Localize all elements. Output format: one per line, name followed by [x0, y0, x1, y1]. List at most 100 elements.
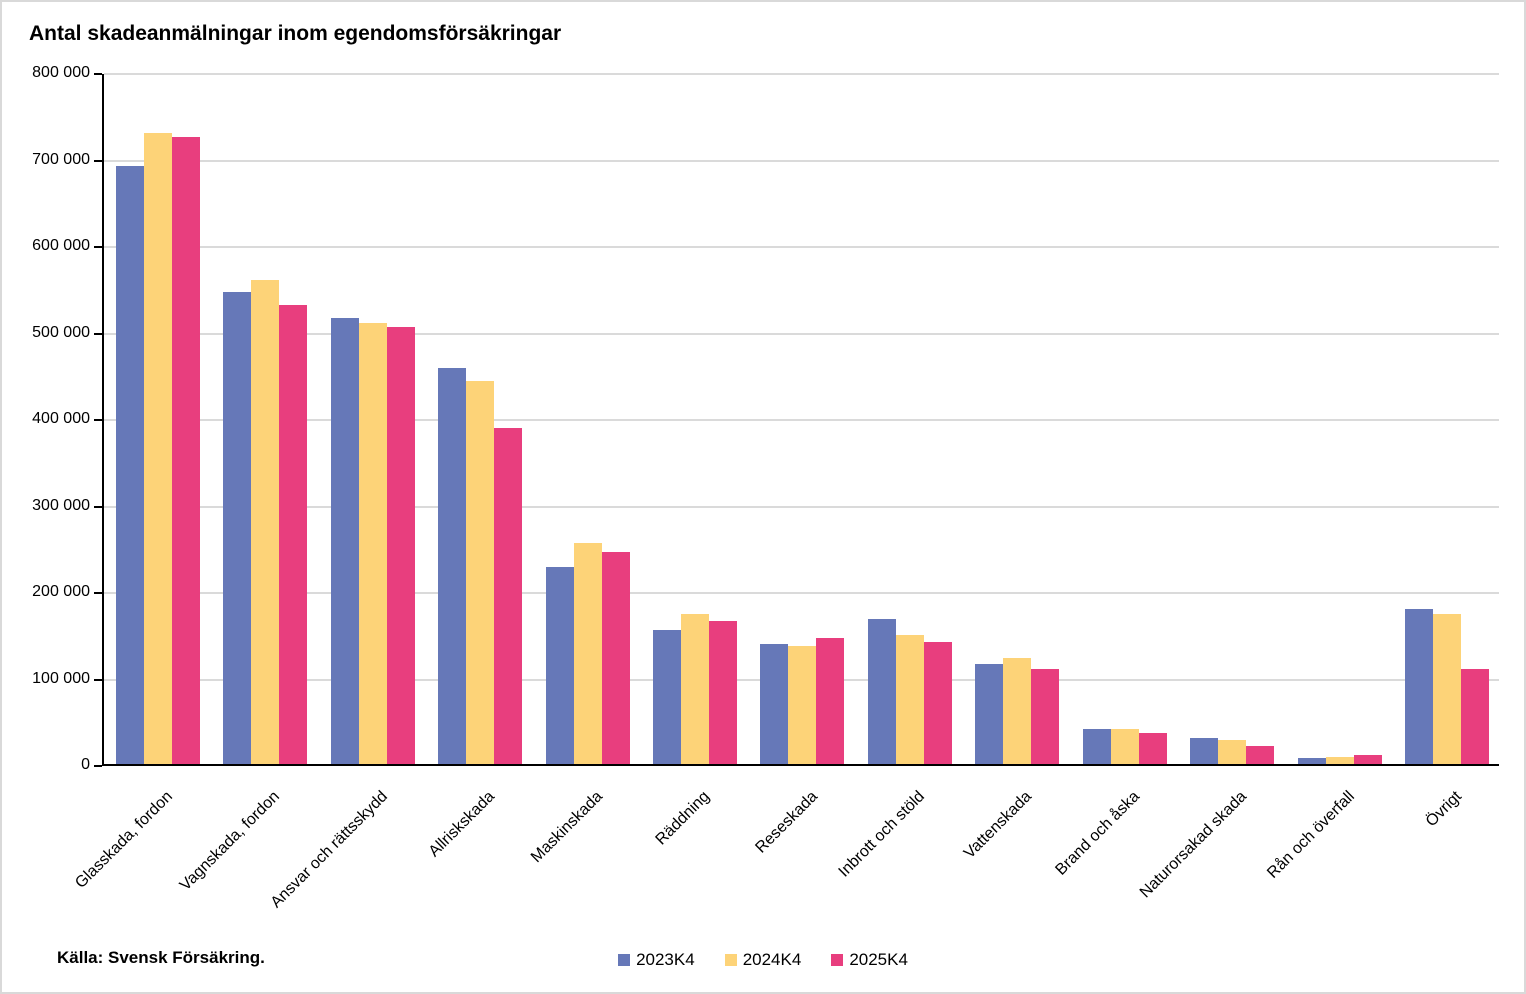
bar-2023K4	[653, 630, 682, 764]
bar-group	[641, 614, 748, 764]
x-axis-label: Övrigt	[1423, 788, 1466, 831]
y-axis-label: 100 000	[32, 669, 90, 687]
bar-2025K4	[1461, 669, 1490, 764]
y-axis-tick	[94, 505, 102, 508]
gridline	[104, 246, 1499, 248]
bar-group	[319, 318, 426, 764]
bar-group	[1286, 755, 1393, 764]
bar-group	[426, 368, 533, 764]
gridline	[104, 73, 1499, 75]
bar-group	[211, 280, 318, 764]
y-axis-tick	[94, 246, 102, 248]
bar-2023K4	[1082, 729, 1111, 764]
legend-item-2024K4: 2024K4	[724, 950, 802, 970]
plot-area	[102, 73, 1501, 766]
bar-2023K4	[1405, 609, 1434, 764]
bar-2025K4	[494, 428, 523, 764]
bar-2024K4	[895, 635, 924, 764]
bar-2024K4	[1433, 614, 1462, 764]
bar-2023K4	[223, 292, 252, 764]
bar-2025K4	[1353, 755, 1382, 764]
bar-group	[964, 658, 1071, 764]
bar-2025K4	[923, 642, 952, 764]
x-axis-label: Ansvar och rättsskydd	[267, 788, 391, 912]
legend-item-2023K4: 2023K4	[618, 950, 695, 970]
chart-title: Antal skadeanmälningar inom egendomsförs…	[29, 22, 562, 45]
bar-2024K4	[1325, 757, 1354, 764]
x-axis-label: Naturorsakad skada	[1137, 788, 1251, 902]
y-axis-tick	[94, 419, 102, 421]
y-axis-tick	[94, 765, 102, 767]
gridline	[104, 419, 1499, 421]
gridline	[104, 332, 1499, 335]
legend: 2023K4 2024K4 2025K4	[2, 950, 1524, 970]
bar-2025K4	[279, 305, 308, 764]
bar-2024K4	[1003, 658, 1032, 764]
bar-2023K4	[867, 619, 896, 764]
bar-group	[104, 133, 211, 764]
x-axis-label: Reseskada	[751, 788, 821, 857]
legend-item-2025K4: 2025K4	[831, 950, 908, 970]
y-axis-label: 200 000	[32, 583, 90, 600]
source-note: Källa: Svensk Försäkring.	[57, 948, 265, 967]
bar-2024K4	[573, 543, 602, 764]
y-axis-tick	[94, 332, 102, 335]
x-axis-label: Rån och överfall	[1264, 788, 1358, 882]
bar-2023K4	[115, 166, 144, 764]
bar-2024K4	[1110, 729, 1139, 764]
bar-2023K4	[545, 567, 574, 764]
x-axis-label: Glasskada, fordon	[71, 788, 176, 892]
bar-2023K4	[1190, 738, 1219, 764]
bar-2024K4	[788, 646, 817, 764]
bar-group	[534, 543, 641, 764]
bar-2025K4	[709, 621, 738, 764]
bar-2024K4	[466, 381, 495, 764]
bar-2024K4	[143, 133, 172, 764]
y-axis-tick	[94, 592, 102, 594]
bar-group	[856, 619, 963, 764]
bar-2023K4	[330, 318, 359, 764]
bar-2025K4	[1138, 733, 1167, 764]
legend-swatch-2024K4	[724, 954, 737, 966]
legend-swatch-2025K4	[831, 954, 844, 966]
gridline	[104, 505, 1499, 508]
y-axis-label: 0	[81, 756, 90, 773]
bar-group	[1394, 609, 1501, 764]
bar-2023K4	[975, 664, 1004, 764]
y-axis-tick	[94, 73, 102, 75]
gridline	[104, 592, 1499, 594]
x-axis-label: Vagnskada, fordon	[177, 788, 284, 895]
y-axis-label: 800 000	[32, 64, 90, 81]
bar-group	[1071, 729, 1178, 764]
bar-2024K4	[1218, 740, 1247, 764]
bar-2025K4	[816, 638, 845, 764]
y-axis-label: 300 000	[32, 496, 90, 514]
bar-2024K4	[681, 614, 710, 764]
y-axis-tick	[94, 678, 102, 681]
x-axis-label: Brand och åska	[1052, 788, 1143, 879]
bar-2025K4	[171, 137, 200, 764]
y-axis-label: 600 000	[32, 237, 90, 254]
x-axis-label: Allriskskada	[425, 788, 499, 861]
legend-label: 2024K4	[742, 950, 802, 969]
bar-2025K4	[1246, 746, 1275, 764]
legend-label: 2025K4	[849, 950, 908, 969]
y-axis-label: 700 000	[32, 150, 90, 168]
bar-group	[749, 638, 856, 764]
bar-2023K4	[1297, 758, 1326, 764]
y-axis-label: 400 000	[32, 410, 90, 427]
bar-2024K4	[358, 323, 387, 764]
y-axis-label: 500 000	[32, 323, 90, 341]
y-axis-tick	[94, 159, 102, 162]
bar-2025K4	[601, 552, 630, 764]
x-axis-label: Räddning	[652, 788, 714, 849]
x-axis-label: Inbrott och stöld	[835, 788, 928, 881]
bar-2023K4	[438, 368, 467, 764]
legend-swatch-2023K4	[618, 954, 631, 966]
x-axis-label: Maskinskada	[527, 788, 606, 867]
bar-group	[1179, 738, 1286, 764]
bar-2025K4	[386, 327, 415, 764]
bar-2025K4	[1031, 669, 1060, 764]
legend-label: 2023K4	[636, 950, 695, 969]
